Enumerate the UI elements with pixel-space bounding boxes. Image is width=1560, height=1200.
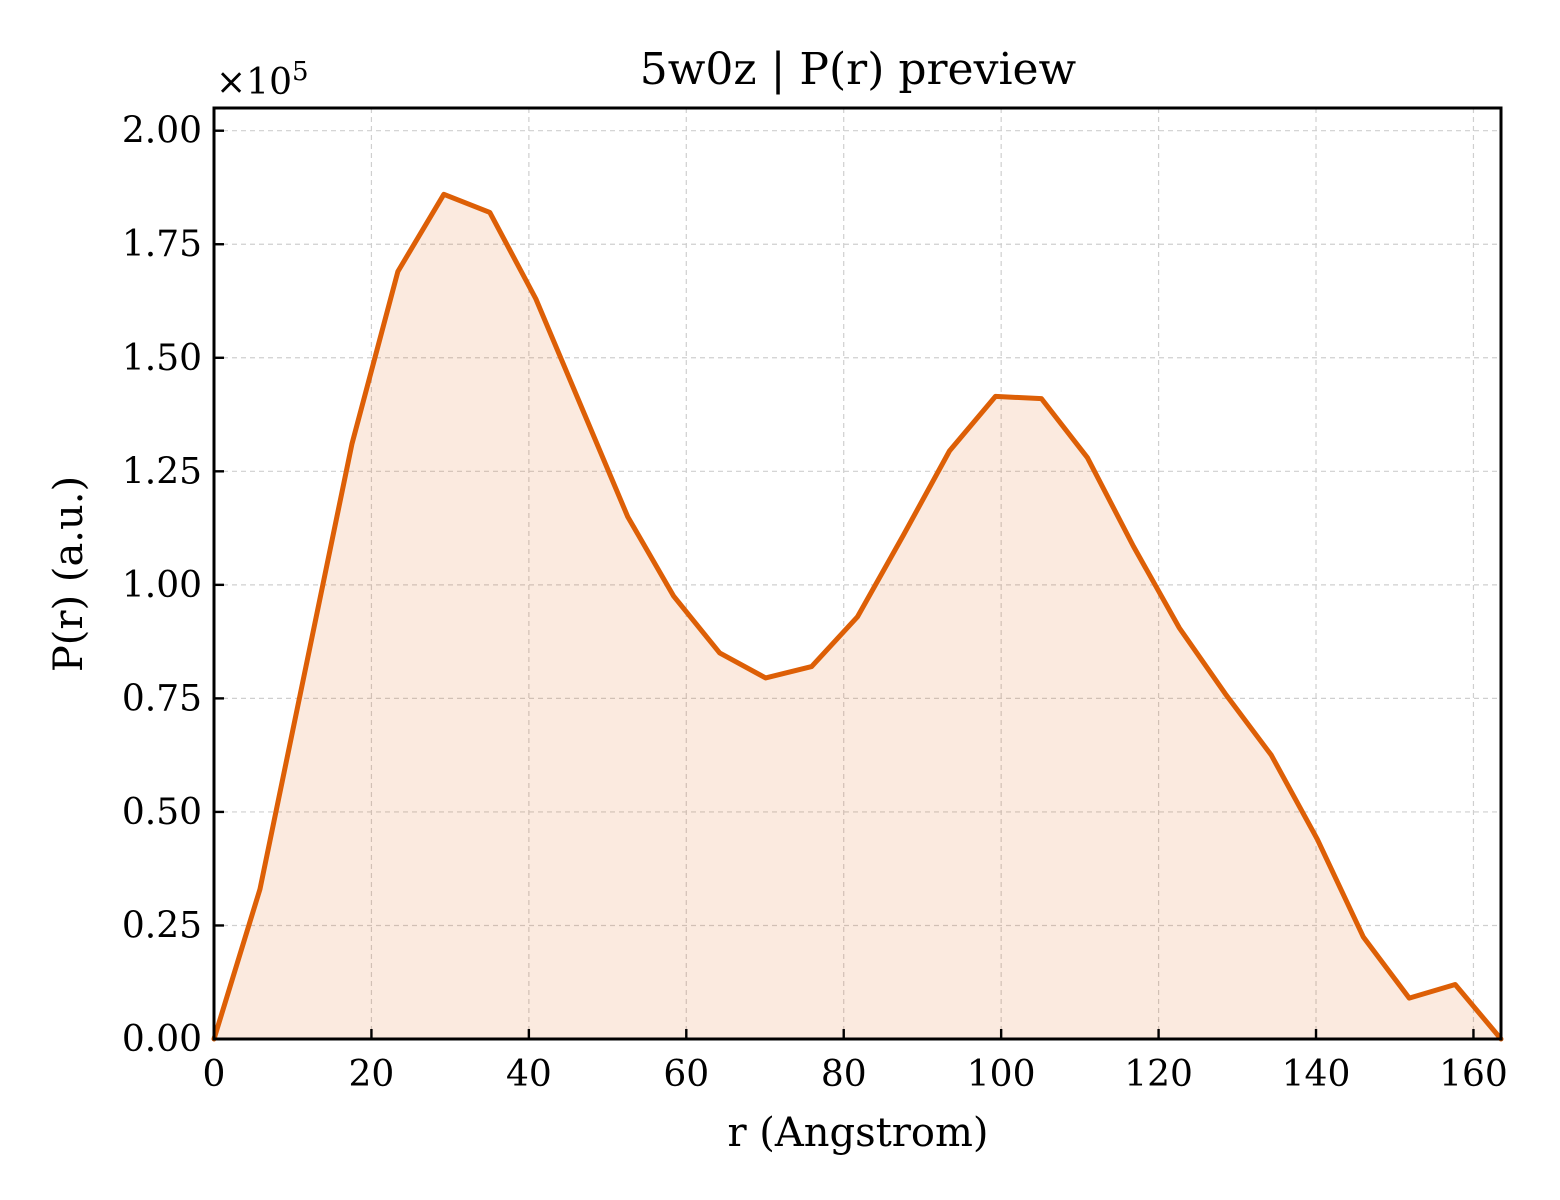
y-tick-label: 1.75: [122, 224, 202, 265]
y-tick-label: 2.00: [122, 111, 202, 152]
y-multiplier-base: ×10: [216, 62, 292, 103]
y-multiplier-exponent: 5: [292, 57, 309, 87]
y-tick-label: 1.25: [122, 451, 202, 492]
x-tick-label: 80: [821, 1054, 867, 1095]
y-tick-label: 1.50: [122, 338, 202, 379]
x-tick-label: 100: [967, 1054, 1036, 1095]
plot-frame: [212, 106, 1503, 1041]
y-tick-labels: 0.00 0.25 0.50 0.75 1.00 1.25 1.50 1.75 2.00: [122, 111, 202, 1060]
y-tick-label: 0.75: [122, 678, 202, 719]
x-tick-label: 120: [1124, 1054, 1193, 1095]
chart-title: 5w0z | P(r) preview: [640, 44, 1077, 95]
x-tick-label: 40: [506, 1054, 552, 1095]
x-tick-labels: 0 20 40 60 80 100 120 140 160: [203, 1054, 1508, 1095]
y-axis-multiplier: ×105: [216, 57, 309, 103]
pr-area-fill: [214, 194, 1501, 1040]
y-axis-label: P(r) (a.u.): [46, 476, 92, 672]
grid-lines: [214, 108, 1501, 1039]
x-axis-label: r (Angstrom): [727, 1110, 988, 1156]
tick-marks: [212, 129, 1475, 1041]
x-tick-label: 20: [349, 1054, 395, 1095]
x-tick-label: 140: [1282, 1054, 1351, 1095]
x-tick-label: 160: [1439, 1054, 1508, 1095]
y-tick-label: 0.00: [122, 1019, 202, 1060]
y-tick-label: 0.50: [122, 792, 202, 833]
x-tick-label: 60: [663, 1054, 709, 1095]
x-tick-label: 0: [203, 1054, 226, 1095]
y-tick-label: 1.00: [122, 565, 202, 606]
y-tick-label: 0.25: [122, 905, 202, 946]
